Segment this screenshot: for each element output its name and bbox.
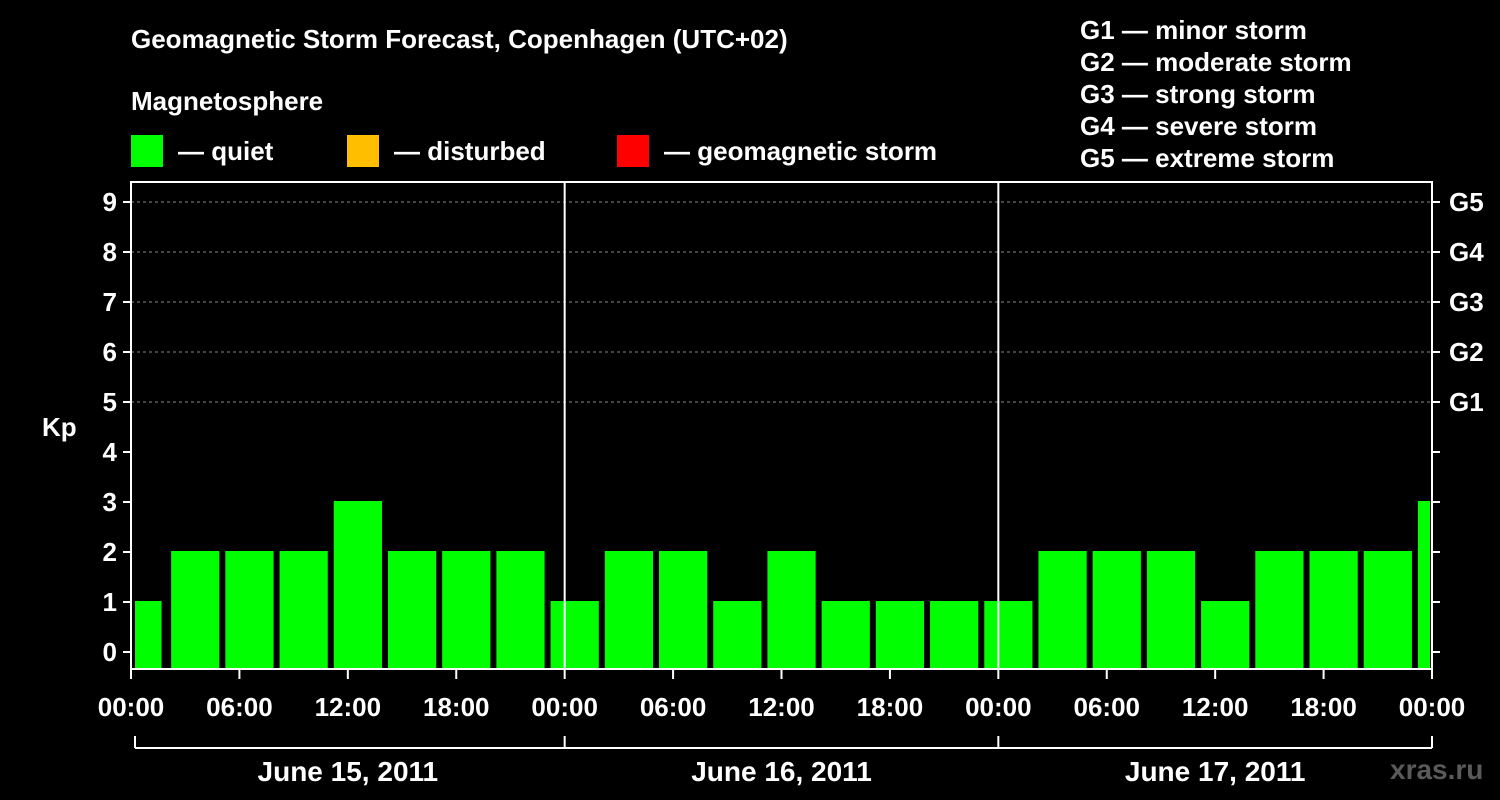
- right-label-g4: G4: [1449, 237, 1484, 267]
- right-label-g2: G2: [1449, 337, 1484, 367]
- legend-swatch-storm: [617, 135, 649, 167]
- bar-0: [135, 601, 162, 669]
- legend-storm: — geomagnetic storm: [617, 134, 937, 168]
- x-tick-label-11: 18:00: [1290, 692, 1357, 722]
- x-tick-label-3: 18:00: [423, 692, 490, 722]
- y-tick-label-5: 5: [103, 387, 117, 417]
- x-tick-label-9: 06:00: [1074, 692, 1141, 722]
- x-tick-label-10: 12:00: [1182, 692, 1249, 722]
- legend-label-quiet: — quiet: [178, 135, 274, 166]
- day-label-1: June 16, 2011: [691, 756, 872, 787]
- bar-19: [1146, 551, 1196, 669]
- legend-label-disturbed: — disturbed: [394, 135, 546, 166]
- x-tick-label-2: 12:00: [315, 692, 382, 722]
- watermark: xras.ru: [1390, 754, 1484, 785]
- storm-level-g2: G2 — moderate storm: [1080, 47, 1352, 77]
- bar-21: [1255, 551, 1304, 669]
- storm-level-g5: G5 — extreme storm: [1080, 143, 1335, 173]
- storm-level-g1: G1 — minor storm: [1080, 15, 1307, 45]
- bar-7: [496, 551, 545, 669]
- right-label-g1: G1: [1449, 387, 1484, 417]
- storm-level-list: G1 — minor storm G2 — moderate storm G3 …: [1080, 14, 1352, 174]
- bar-13: [821, 601, 870, 669]
- bar-22: [1309, 551, 1358, 669]
- chart-title: Geomagnetic Storm Forecast, Copenhagen (…: [131, 24, 788, 54]
- storm-level-g4: G4 — severe storm: [1080, 111, 1318, 141]
- bar-12: [767, 551, 816, 669]
- day-label-0: June 15, 2011: [258, 756, 439, 787]
- legend-subtitle: Magnetosphere: [131, 86, 324, 116]
- bar-11: [713, 601, 762, 669]
- day-label-2: June 17, 2011: [1125, 756, 1306, 787]
- x-tick-label-12: 00:00: [1399, 692, 1466, 722]
- bar-3: [279, 551, 328, 669]
- bar-8: [550, 601, 599, 669]
- bar-5: [387, 551, 437, 669]
- legend-disturbed: — disturbed: [347, 134, 546, 168]
- bar-4: [333, 501, 382, 669]
- legend-label-storm: — geomagnetic storm: [664, 135, 938, 166]
- y-tick-label-1: 1: [103, 587, 117, 617]
- y-axis-label: Kp: [42, 412, 77, 442]
- bar-18: [1092, 551, 1141, 669]
- x-tick-label-5: 06:00: [640, 692, 707, 722]
- x-tick-label-4: 00:00: [531, 692, 598, 722]
- x-tick-label-6: 12:00: [748, 692, 815, 722]
- y-tick-label-7: 7: [103, 287, 117, 317]
- y-tick-label-2: 2: [103, 537, 117, 567]
- y-tick-label-3: 3: [103, 487, 117, 517]
- x-tick-label-1: 06:00: [206, 692, 273, 722]
- right-label-g3: G3: [1449, 287, 1484, 317]
- storm-level-g3: G3 — strong storm: [1080, 79, 1316, 109]
- bar-17: [1038, 551, 1087, 669]
- bar-20: [1201, 601, 1250, 669]
- x-tick-label-0: 00:00: [98, 692, 165, 722]
- legend-quiet: — quiet: [131, 134, 273, 168]
- bar-9: [604, 551, 654, 669]
- x-tick-label-7: 18:00: [857, 692, 924, 722]
- right-label-g5: G5: [1449, 187, 1484, 217]
- bar-2: [225, 551, 274, 669]
- y-tick-label-4: 4: [103, 437, 118, 467]
- bar-24: [1417, 501, 1430, 669]
- bar-6: [442, 551, 491, 669]
- bar-23: [1363, 551, 1412, 669]
- x-tick-label-8: 00:00: [965, 692, 1032, 722]
- bar-15: [930, 601, 979, 669]
- legend-swatch-disturbed: [347, 135, 379, 167]
- bar-14: [875, 601, 925, 669]
- bar-10: [659, 551, 708, 669]
- y-tick-label-8: 8: [103, 237, 117, 267]
- y-tick-label-0: 0: [103, 637, 117, 667]
- y-tick-label-9: 9: [103, 187, 117, 217]
- bar-16: [984, 601, 1033, 669]
- bar-1: [171, 551, 220, 669]
- legend-swatch-quiet: [131, 135, 163, 167]
- y-tick-label-6: 6: [103, 337, 117, 367]
